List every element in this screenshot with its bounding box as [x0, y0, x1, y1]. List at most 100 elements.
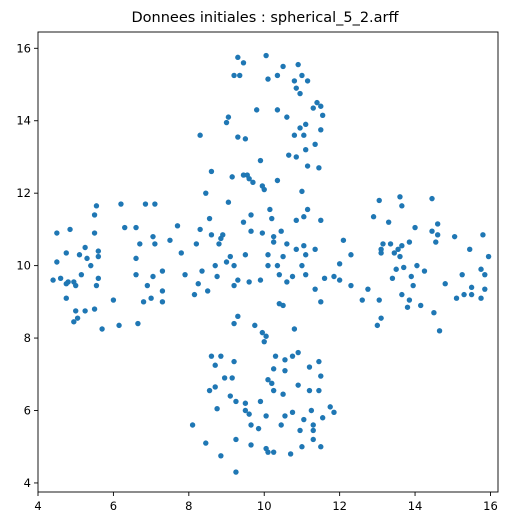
data-point: [93, 203, 100, 209]
data-point: [191, 291, 198, 298]
data-point: [485, 253, 492, 260]
data-point: [391, 250, 398, 256]
data-point: [235, 313, 241, 320]
data-point: [255, 425, 262, 432]
data-point: [270, 387, 277, 394]
y-axis: 4 6 8 10 12 14 16: [16, 41, 38, 490]
data-point: [301, 416, 307, 423]
data-point: [274, 262, 281, 269]
data-point: [206, 215, 213, 222]
data-point: [274, 107, 281, 113]
data-point: [269, 380, 275, 387]
data-point: [359, 297, 365, 303]
data-point: [376, 297, 382, 303]
data-point: [93, 282, 100, 289]
data-point: [50, 277, 56, 283]
data-point: [293, 246, 299, 253]
data-point: [406, 297, 413, 303]
data-point: [63, 250, 69, 256]
data-point: [246, 279, 252, 285]
data-point: [287, 451, 294, 457]
data-point: [468, 284, 475, 291]
data-point: [225, 199, 232, 205]
data-point: [297, 90, 303, 97]
data-point: [478, 266, 484, 272]
data-point: [218, 453, 224, 459]
data-point: [150, 233, 156, 240]
data-point: [412, 224, 418, 231]
data-point: [159, 268, 166, 274]
data-point: [397, 194, 403, 200]
data-point: [280, 302, 286, 309]
data-point: [203, 190, 209, 196]
data-point: [204, 288, 211, 294]
data-point: [442, 281, 448, 287]
data-point: [301, 214, 307, 220]
y-tick-label: 4: [24, 476, 31, 490]
data-point: [451, 233, 458, 240]
data-point: [378, 315, 384, 321]
data-point: [286, 152, 292, 158]
data-point: [212, 262, 218, 269]
data-point: [216, 241, 222, 247]
data-point: [434, 221, 441, 227]
data-point: [318, 217, 324, 224]
y-tick-label: 6: [24, 404, 31, 418]
data-point: [297, 427, 303, 434]
data-point: [467, 246, 473, 253]
data-point: [293, 217, 299, 224]
data-point: [299, 262, 305, 269]
data-point: [480, 232, 486, 238]
data-point: [73, 282, 79, 289]
y-tick-label: 10: [16, 259, 31, 273]
data-point: [54, 259, 60, 265]
data-point: [284, 114, 290, 120]
data-point: [152, 241, 158, 247]
data-point: [331, 273, 337, 280]
data-point: [312, 141, 318, 147]
data-point: [212, 384, 218, 390]
data-point: [229, 174, 235, 180]
data-point: [231, 358, 237, 365]
data-point: [461, 291, 467, 298]
x-tick-label: 12: [332, 499, 347, 513]
data-point: [316, 165, 322, 171]
data-point: [193, 241, 200, 247]
x-tick-label: 14: [408, 499, 423, 513]
data-point: [197, 226, 203, 233]
data-point: [282, 413, 288, 419]
data-point: [233, 398, 239, 405]
data-point: [370, 214, 377, 220]
data-point: [418, 302, 424, 309]
data-point: [116, 322, 122, 329]
data-point: [84, 255, 90, 262]
data-point: [299, 188, 305, 195]
data-point: [231, 320, 237, 327]
y-tick-label: 16: [16, 41, 31, 55]
data-point: [303, 271, 309, 278]
data-point: [401, 264, 407, 271]
data-point: [278, 422, 284, 428]
data-point: [246, 411, 252, 417]
data-point: [374, 322, 381, 329]
data-point: [95, 275, 102, 281]
data-point: [263, 413, 269, 419]
data-point: [468, 291, 475, 298]
data-point: [263, 333, 269, 339]
data-point: [263, 52, 269, 59]
data-point: [144, 282, 151, 289]
data-point: [312, 246, 318, 253]
data-point: [280, 391, 286, 397]
data-point: [231, 262, 237, 269]
x-tick-label: 16: [483, 499, 498, 513]
data-point: [414, 262, 420, 269]
data-point: [178, 250, 184, 256]
data-point: [312, 286, 318, 292]
data-point: [248, 422, 254, 428]
data-point: [140, 299, 147, 305]
data-point: [78, 271, 85, 278]
data-point: [295, 349, 301, 356]
data-point: [429, 228, 435, 234]
data-point: [95, 253, 102, 260]
data-point: [429, 195, 435, 202]
